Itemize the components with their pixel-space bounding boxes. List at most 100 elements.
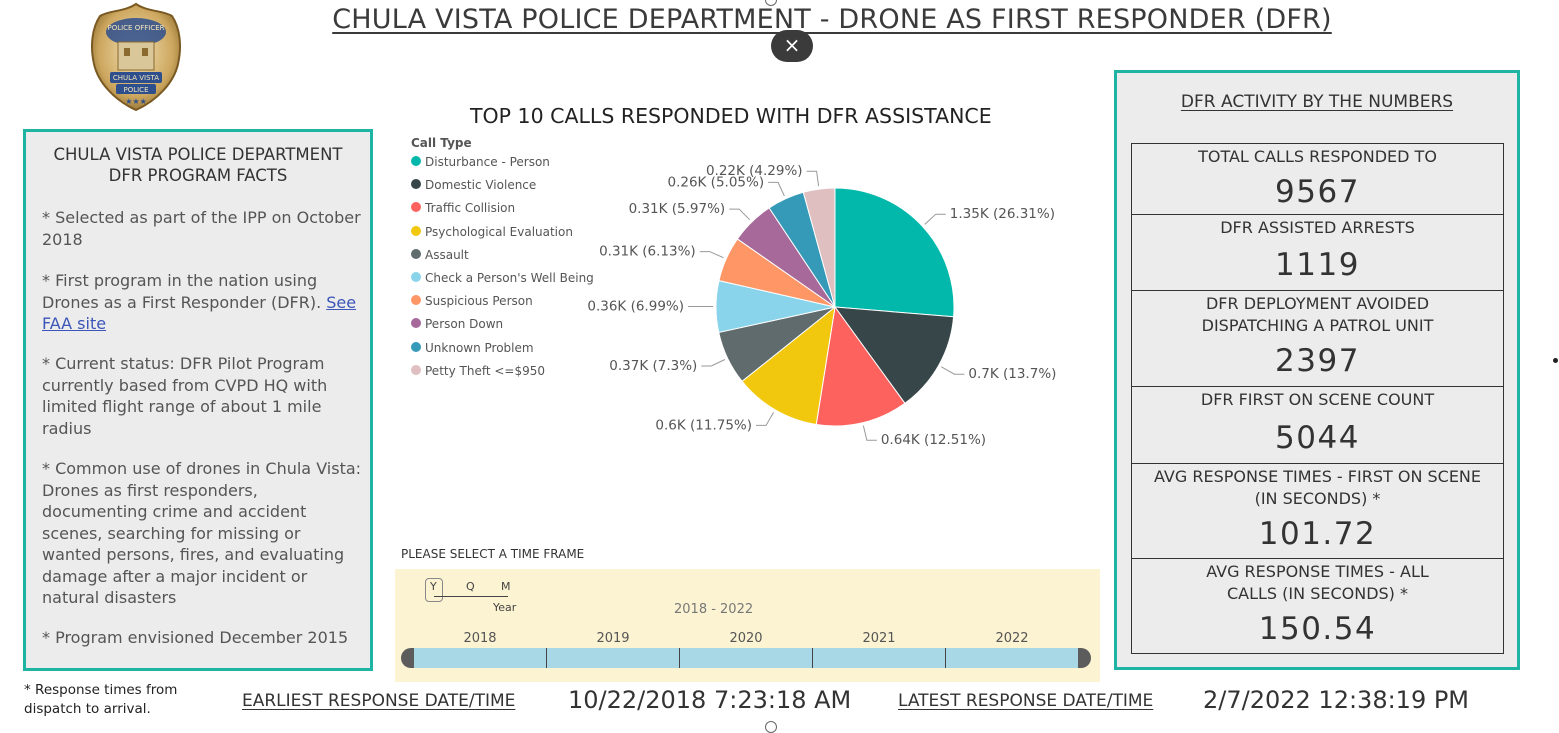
granularity-selected-label: Year — [493, 601, 516, 614]
kpi-avoided-dispatch: DFR DEPLOYMENT AVOIDED DISPATCHING A PAT… — [1131, 290, 1504, 387]
granularity-year-option[interactable]: Y — [430, 580, 437, 593]
badge-text-officer: POLICE OFFICER — [107, 24, 164, 32]
pie-data-label: 0.64K (12.51%) — [881, 432, 986, 448]
timeline-year-label: 2020 — [716, 631, 776, 646]
pie-data-label: 1.35K (26.31%) — [950, 206, 1055, 222]
pie-data-label: 0.6K (11.75%) — [655, 417, 752, 433]
legend-swatch-icon — [411, 226, 421, 236]
badge-text-city: CHULA VISTA — [113, 74, 159, 82]
kpi-value: 2397 — [1132, 343, 1503, 379]
legend-label: Traffic Collision — [425, 201, 515, 215]
facts-title-line2: DFR PROGRAM FACTS — [40, 165, 356, 186]
timeline-segment-2018[interactable] — [414, 648, 547, 668]
program-facts-panel: CHULA VISTA POLICE DEPARTMENT DFR PROGRA… — [23, 129, 373, 671]
time-range-label: 2018 - 2022 — [674, 602, 753, 617]
pie-data-label: 0.31K (5.97%) — [629, 201, 726, 217]
earliest-response-value: 10/22/2018 7:23:18 AM — [568, 686, 851, 714]
kpi-value: 150.54 — [1132, 611, 1503, 647]
facts-title: CHULA VISTA POLICE DEPARTMENT DFR PROGRA… — [40, 144, 356, 186]
numbers-title: DFR ACTIVITY BY THE NUMBERS — [1117, 92, 1517, 112]
legend-swatch-icon — [411, 342, 421, 352]
chart-title: TOP 10 CALLS RESPONDED WITH DFR ASSISTAN… — [470, 104, 992, 128]
kpi-avg-first-on-scene: AVG RESPONSE TIMES - FIRST ON SCENE (IN … — [1131, 463, 1504, 559]
kpi-assisted-arrests: DFR ASSISTED ARRESTS 1119 — [1131, 214, 1504, 291]
legend-swatch-icon — [411, 202, 421, 212]
earliest-response-label: EARLIEST RESPONSE DATE/TIME — [242, 691, 515, 711]
pie-data-label: 0.22K (4.29%) — [706, 163, 803, 179]
pie-leader-line — [701, 359, 725, 365]
kpi-value: 101.72 — [1132, 516, 1503, 552]
kpi-first-on-scene: DFR FIRST ON SCENE COUNT 5044 — [1131, 386, 1504, 464]
kpi-label: DFR DEPLOYMENT AVOIDED DISPATCHING A PAT… — [1132, 291, 1503, 336]
latest-response-value: 2/7/2022 12:38:19 PM — [1203, 686, 1469, 714]
svg-text:★★★: ★★★ — [125, 97, 147, 106]
footnote-line2: dispatch to arrival. — [24, 700, 177, 719]
legend-swatch-icon — [411, 249, 421, 259]
timeline-year-label: 2021 — [849, 631, 909, 646]
fact-first-program-text: * First program in the nation using Dron… — [42, 271, 326, 312]
timeline-year-label: 2019 — [583, 631, 643, 646]
fact-ipp: * Selected as part of the IPP on October… — [42, 207, 362, 250]
kpi-label: AVG RESPONSE TIMES - ALL CALLS (IN SECON… — [1132, 559, 1503, 604]
kpi-avg-all-calls: AVG RESPONSE TIMES - ALL CALLS (IN SECON… — [1131, 558, 1504, 654]
pie-chart[interactable]: 1.35K (26.31%) 0.7K (13.7%) 0.64K (12.51%)… — [560, 150, 1060, 460]
legend-swatch-icon — [411, 272, 421, 282]
badge-text-police: POLICE — [123, 86, 148, 94]
activity-numbers-panel: DFR ACTIVITY BY THE NUMBERS TOTAL CALLS … — [1114, 70, 1520, 670]
legend-label: Assault — [425, 248, 469, 262]
timeline-range-bar[interactable] — [401, 648, 1091, 668]
granularity-track[interactable] — [434, 596, 508, 597]
granularity-month-option[interactable]: M — [501, 580, 511, 593]
pie-data-label: 0.36K (6.99%) — [587, 298, 684, 314]
timeline-year-label: 2018 — [450, 631, 510, 646]
fact-common-use: * Common use of drones in Chula Vista: D… — [42, 458, 362, 609]
fact-first-program: * First program in the nation using Dron… — [42, 270, 362, 335]
legend-title: Call Type — [411, 136, 594, 150]
resize-handle-bottom[interactable] — [765, 721, 777, 733]
pie-data-label: 0.7K (13.7%) — [968, 366, 1056, 382]
timeline-segment-2021[interactable] — [813, 648, 946, 668]
legend-label: Unknown Problem — [425, 341, 534, 355]
pie-leader-line — [756, 412, 774, 425]
pie-leader-line — [863, 426, 876, 441]
kpi-total-calls: TOTAL CALLS RESPONDED TO 9567 — [1131, 143, 1504, 215]
facts-title-line1: CHULA VISTA POLICE DEPARTMENT — [40, 144, 356, 165]
kpi-label: DFR FIRST ON SCENE COUNT — [1132, 387, 1503, 411]
legend-label: Domestic Violence — [425, 178, 536, 192]
pie-leader-line — [807, 171, 819, 186]
timeline-segment-2020[interactable] — [680, 648, 813, 668]
legend-swatch-icon — [411, 156, 421, 166]
kpi-label: TOTAL CALLS RESPONDED TO — [1132, 144, 1503, 168]
pie-data-label: 0.31K (6.13%) — [599, 244, 696, 260]
legend-swatch-icon — [411, 365, 421, 375]
close-button[interactable]: × — [771, 30, 813, 62]
pie-leader-line — [768, 182, 784, 196]
legend-label: Person Down — [425, 317, 503, 331]
pie-leader-line — [729, 209, 749, 220]
time-frame-label: PLEASE SELECT A TIME FRAME — [401, 547, 584, 561]
panel-edge-dot — [1553, 358, 1558, 363]
legend-label: Suspicious Person — [425, 294, 533, 308]
kpi-value: 1119 — [1132, 247, 1503, 283]
pie-data-label: 0.37K (7.3%) — [609, 358, 697, 374]
timeline-segment-2019[interactable] — [547, 648, 680, 668]
fact-envisioned: * Program envisioned December 2015 — [42, 627, 362, 649]
legend-label: Psychological Evaluation — [425, 225, 573, 239]
fact-current-status: * Current status: DFR Pilot Program curr… — [42, 353, 362, 439]
kpi-value: 5044 — [1132, 420, 1503, 456]
legend-swatch-icon — [411, 295, 421, 305]
timeline-year-label: 2022 — [982, 631, 1042, 646]
legend-swatch-icon — [411, 318, 421, 328]
response-time-footnote: * Response times from dispatch to arriva… — [24, 681, 177, 719]
pie-leader-line — [700, 252, 724, 258]
kpi-label: DFR ASSISTED ARRESTS — [1132, 215, 1503, 239]
legend-label: Disturbance - Person — [425, 155, 550, 169]
pie-slice[interactable] — [835, 188, 954, 317]
page-title: CHULA VISTA POLICE DEPARTMENT - DRONE AS… — [300, 4, 1364, 35]
timeline-segment-2022[interactable] — [946, 648, 1078, 668]
kpi-value: 9567 — [1132, 174, 1503, 210]
latest-response-label: LATEST RESPONSE DATE/TIME — [898, 691, 1153, 711]
timeline-selected-range[interactable] — [414, 648, 1078, 668]
pie-leader-line — [941, 367, 964, 374]
granularity-quarter-option[interactable]: Q — [466, 580, 475, 593]
